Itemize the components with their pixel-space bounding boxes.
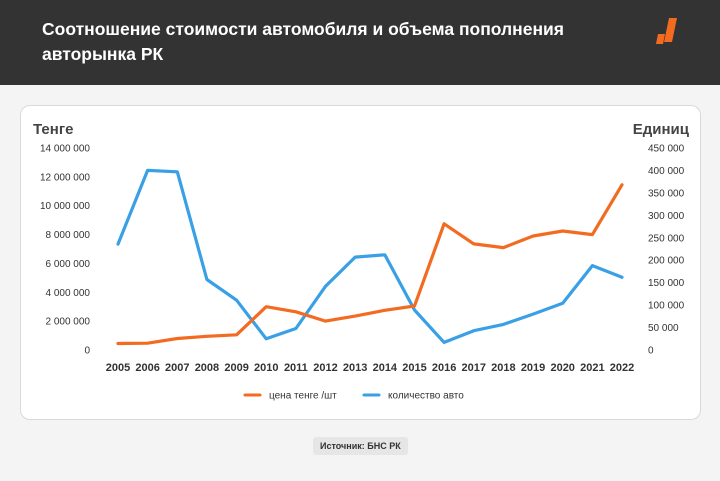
x-tick-label: 2006 [135, 362, 159, 374]
y-left-tick-label: 6 000 000 [46, 259, 91, 270]
line-chart: Тенге Единиц 14 000 000 12 000 000 10 000 … [33, 121, 690, 402]
y-left-tick-label: 12 000 000 [40, 172, 90, 183]
y-left-tick-label: 4 000 000 [46, 288, 91, 299]
x-tick-label: 2011 [284, 362, 308, 374]
brand-logo-icon [656, 18, 677, 44]
y-right-tick-label: 150 000 [648, 278, 685, 289]
x-tick-label: 2014 [373, 362, 398, 374]
x-tick-label: 2018 [491, 362, 515, 374]
y-right-tick-label: 0 [648, 346, 654, 357]
y-left-tick-label: 2 000 000 [46, 317, 91, 328]
x-tick-label: 2007 [165, 362, 189, 374]
x-tick-label: 2021 [580, 362, 604, 374]
y-right-tick-label: 250 000 [648, 233, 685, 244]
x-tick-label: 2020 [550, 362, 574, 374]
y-right-tick-label: 300 000 [648, 211, 685, 222]
x-tick-label: 2017 [462, 362, 486, 374]
legend-item-count-label: количество авто [388, 391, 464, 402]
page-title: Соотношение стоимости автомобиля и объем… [42, 19, 564, 64]
x-tick-label: 2012 [313, 362, 337, 374]
y-left-tick-label: 0 [84, 346, 90, 357]
series-line-price [116, 183, 624, 346]
x-tick-label: 2008 [195, 362, 219, 374]
y-left-tick-label: 14 000 000 [40, 144, 90, 155]
series-line-count [116, 168, 624, 344]
source-label: Источник: БНС РК [313, 437, 408, 455]
y-right-tick-label: 50 000 [648, 323, 679, 334]
y-left-axis-title: Тенге [33, 121, 73, 138]
header-banner: Соотношение стоимости автомобиля и объем… [0, 0, 720, 85]
x-tick-label: 2005 [106, 362, 130, 374]
y-right-axis-title: Единиц [633, 121, 690, 138]
y-left-tick-label: 8 000 000 [46, 230, 91, 241]
x-tick-label: 2022 [610, 362, 634, 374]
y-right-tick-label: 350 000 [648, 188, 685, 199]
y-right-tick-label: 100 000 [648, 301, 685, 312]
y-right-tick-label: 200 000 [648, 256, 685, 267]
x-tick-label: 2019 [521, 362, 545, 374]
x-tick-label: 2010 [254, 362, 278, 374]
chart-card: Тенге Единиц 14 000 000 12 000 000 10 000 … [20, 105, 701, 420]
legend-item-price-label: цена тенге /шт [269, 391, 337, 402]
x-tick-label: 2013 [343, 362, 367, 374]
x-tick-label: 2015 [402, 362, 426, 374]
y-left-tick-label: 10 000 000 [40, 201, 90, 212]
y-right-tick-label: 400 000 [648, 166, 685, 177]
x-tick-label: 2016 [432, 362, 456, 374]
y-right-tick-label: 450 000 [648, 144, 685, 155]
x-tick-label: 2009 [224, 362, 248, 374]
